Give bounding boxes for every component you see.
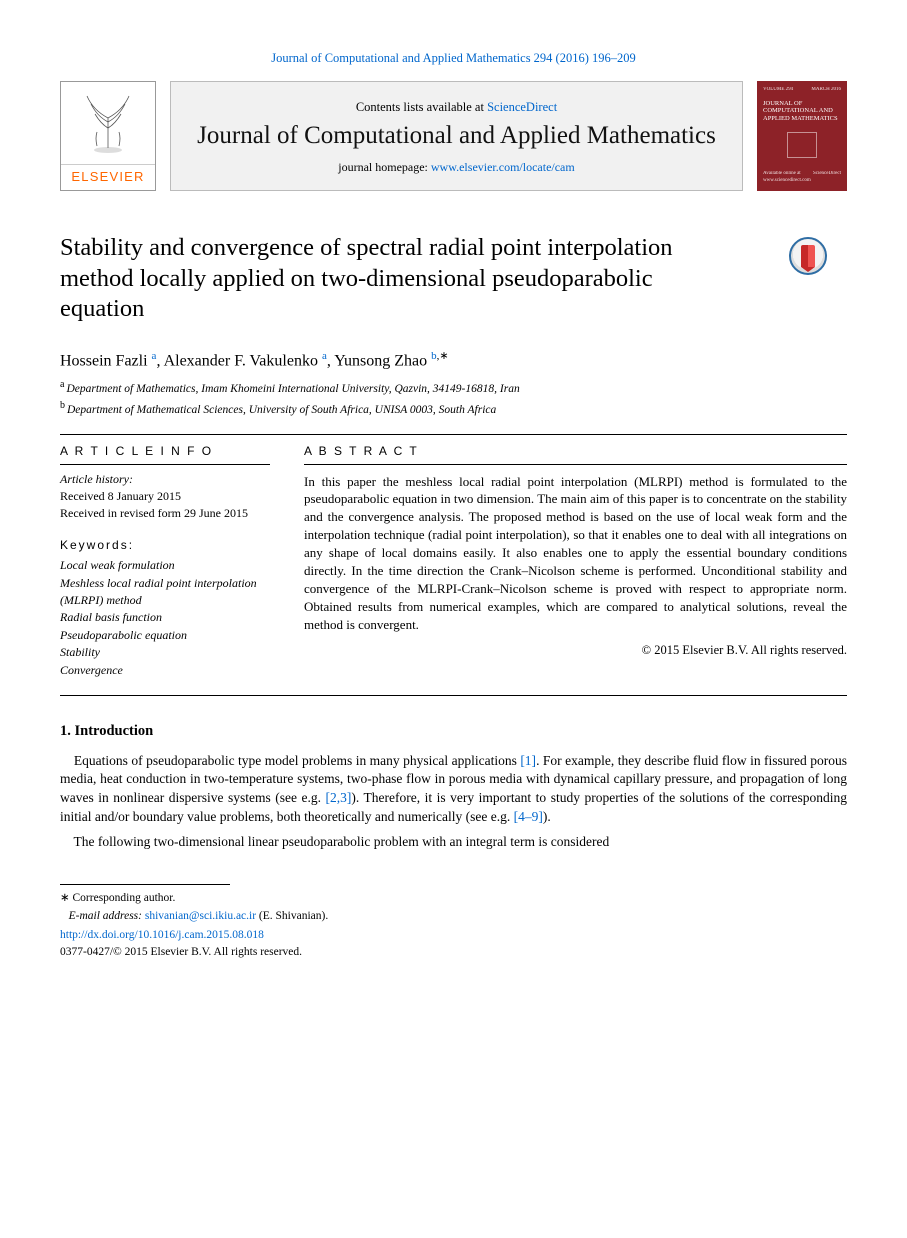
elsevier-logo[interactable]: ELSEVIER xyxy=(60,81,156,191)
keyword-3: Radial basis function xyxy=(60,609,270,626)
info-abstract-row: A R T I C L E I N F O Article history: R… xyxy=(60,443,847,679)
contents-prefix: Contents lists available at xyxy=(356,100,487,114)
title-block: Stability and convergence of spectral ra… xyxy=(60,233,847,325)
affil-b-text: Department of Mathematical Sciences, Uni… xyxy=(67,404,496,416)
article-title: Stability and convergence of spectral ra… xyxy=(60,233,700,325)
section-1-title: Introduction xyxy=(75,723,154,739)
keywords-head: Keywords: xyxy=(60,537,270,553)
ref-1[interactable]: [1] xyxy=(520,753,536,768)
cover-foot-left: Available online at www.sciencedirect.co… xyxy=(763,171,813,185)
keyword-2: Meshless local radial point interpolatio… xyxy=(60,575,270,610)
p1-a: Equations of pseudoparabolic type model … xyxy=(74,753,520,768)
rule-top xyxy=(60,434,847,435)
intro-para-1: Equations of pseudoparabolic type model … xyxy=(60,752,847,828)
banner-center: Contents lists available at ScienceDirec… xyxy=(170,81,743,191)
ref-4-9[interactable]: [4–9] xyxy=(514,809,543,824)
sciencedirect-link[interactable]: ScienceDirect xyxy=(487,100,557,114)
homepage-line: journal homepage: www.elsevier.com/locat… xyxy=(181,159,732,175)
affiliation-b: bDepartment of Mathematical Sciences, Un… xyxy=(60,399,847,418)
affil-b-mark: b xyxy=(60,400,67,411)
cover-emblem-icon xyxy=(787,132,817,158)
author-2: Alexander F. Vakulenko xyxy=(164,352,318,369)
history-label: Article history: xyxy=(60,471,270,487)
crossmark-ribbon-icon xyxy=(801,245,815,267)
contents-available: Contents lists available at ScienceDirec… xyxy=(181,99,732,116)
affiliation-a: aDepartment of Mathematics, Imam Khomein… xyxy=(60,378,847,397)
author-3-corr-star[interactable]: ,∗ xyxy=(437,350,449,362)
author-1: Hossein Fazli xyxy=(60,352,148,369)
rule-bottom xyxy=(60,695,847,696)
issn-line: 0377-0427/© 2015 Elsevier B.V. All right… xyxy=(60,945,847,961)
author-1-aff[interactable]: a xyxy=(152,350,157,362)
cover-date: MARCH 2016 xyxy=(811,87,841,94)
cover-foot-right: ScienceDirect xyxy=(813,171,841,185)
p2-text: The following two-dimensional linear pse… xyxy=(74,834,610,849)
ref-23[interactable]: [2,3] xyxy=(326,790,352,805)
doi-link[interactable]: http://dx.doi.org/10.1016/j.cam.2015.08.… xyxy=(60,928,847,944)
article-info-body: Article history: Received 8 January 2015… xyxy=(60,471,270,522)
abstract-copyright: © 2015 Elsevier B.V. All rights reserved… xyxy=(304,642,847,659)
history-received: Received 8 January 2015 xyxy=(60,488,270,504)
keyword-4: Pseudoparabolic equation xyxy=(60,627,270,644)
homepage-url[interactable]: www.elsevier.com/locate/cam xyxy=(431,160,575,174)
cover-volume: VOLUME 294 xyxy=(763,87,793,94)
keyword-1: Local weak formulation xyxy=(60,557,270,574)
abstract-col: A B S T R A C T In this paper the meshle… xyxy=(304,443,847,679)
elsevier-tree-icon xyxy=(61,82,155,164)
article-info-head: A R T I C L E I N F O xyxy=(60,443,270,459)
header-citation[interactable]: Journal of Computational and Applied Mat… xyxy=(60,50,847,67)
email-address[interactable]: shivanian@sci.ikiu.ac.ir xyxy=(145,910,256,922)
keywords-body: Local weak formulation Meshless local ra… xyxy=(60,557,270,679)
elsevier-wordmark: ELSEVIER xyxy=(61,164,155,190)
corresponding-author-note: ∗ Corresponding author. xyxy=(60,891,847,907)
journal-title: Journal of Computational and Applied Mat… xyxy=(181,122,732,151)
email-who: (E. Shivanian). xyxy=(259,910,328,922)
affil-a-text: Department of Mathematics, Imam Khomeini… xyxy=(66,383,519,395)
footer-separator xyxy=(60,884,230,885)
cover-title: JOURNAL OF COMPUTATIONAL AND APPLIED MAT… xyxy=(763,100,841,122)
corr-label: ∗ Corresponding author. xyxy=(60,892,175,904)
author-2-aff[interactable]: a xyxy=(322,350,327,362)
banner-row: ELSEVIER Contents lists available at Sci… xyxy=(60,81,847,191)
authors: Hossein Fazli a, Alexander F. Vakulenko … xyxy=(60,349,847,372)
p1-d: ). xyxy=(543,809,551,824)
section-1-head: 1. Introduction xyxy=(60,722,847,742)
email-label: E-mail address: xyxy=(69,910,142,922)
abstract-head: A B S T R A C T xyxy=(304,443,847,459)
homepage-prefix: journal homepage: xyxy=(338,160,431,174)
email-note: E-mail address: shivanian@sci.ikiu.ac.ir… xyxy=(60,909,847,925)
article-info-col: A R T I C L E I N F O Article history: R… xyxy=(60,443,270,679)
intro-para-2: The following two-dimensional linear pse… xyxy=(60,833,847,852)
abstract-text: In this paper the meshless local radial … xyxy=(304,473,847,634)
history-revised: Received in revised form 29 June 2015 xyxy=(60,505,270,521)
crossmark-badge[interactable] xyxy=(789,237,827,275)
keyword-6: Convergence xyxy=(60,662,270,679)
rule-ab xyxy=(304,464,847,465)
author-3: Yunsong Zhao xyxy=(334,352,427,369)
rule-ai xyxy=(60,464,270,465)
section-1-num: 1. xyxy=(60,723,71,739)
keyword-5: Stability xyxy=(60,644,270,661)
journal-cover-thumbnail[interactable]: VOLUME 294 MARCH 2016 JOURNAL OF COMPUTA… xyxy=(757,81,847,191)
